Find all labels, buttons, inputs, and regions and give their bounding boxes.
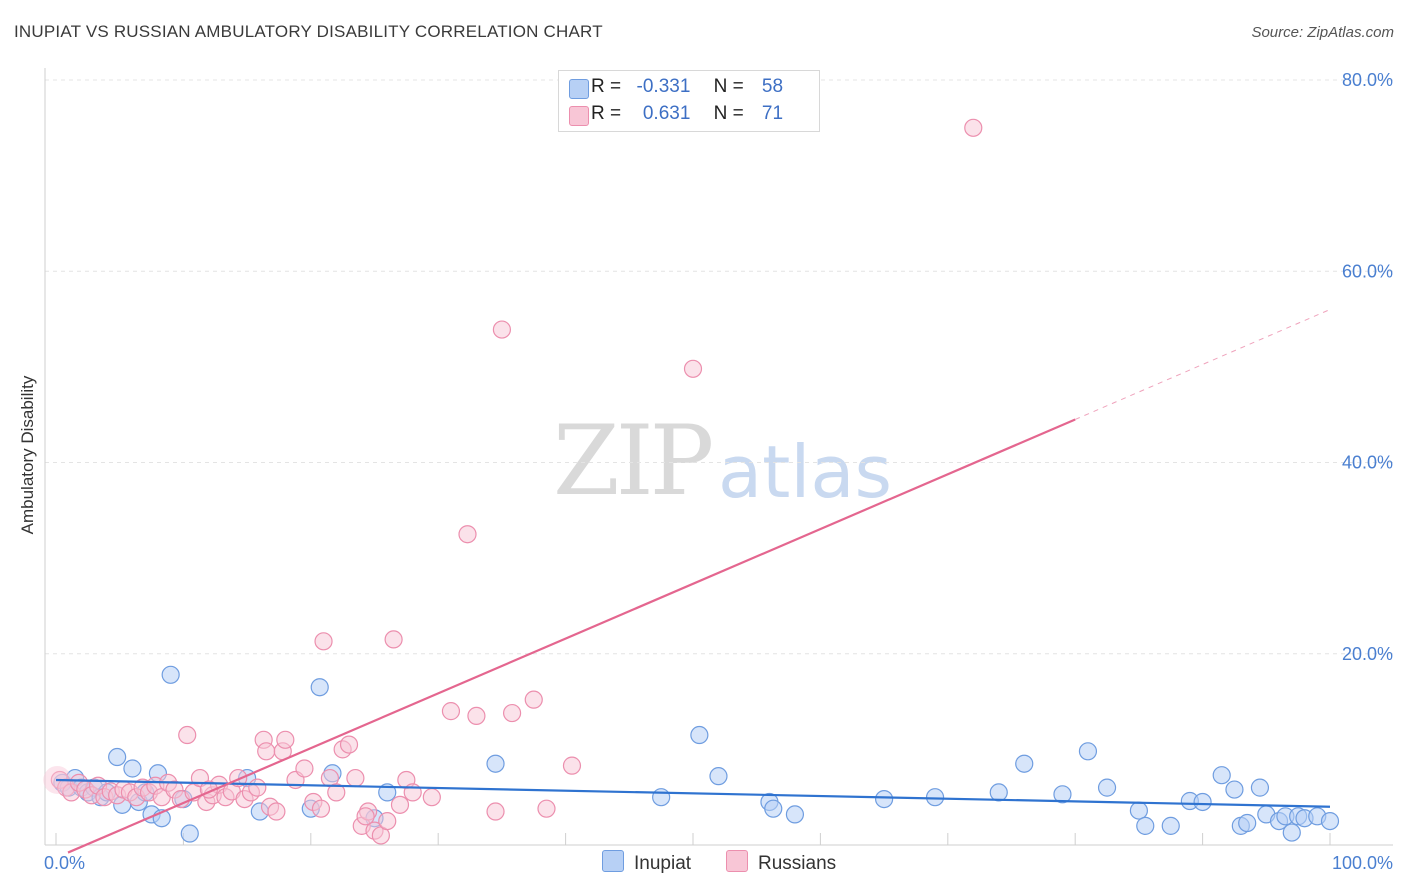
legend-row-russians: R = 0.631 N = 71 <box>569 103 784 127</box>
inupiat-r-value: -0.331 <box>636 76 691 97</box>
russians-point-69 <box>356 807 375 826</box>
inupiat-point-31 <box>764 799 783 818</box>
russians-point-39 <box>295 759 314 778</box>
inupiat-point-27 <box>652 788 671 807</box>
inupiat-point-45 <box>1212 766 1231 785</box>
russians-point-65 <box>537 799 556 818</box>
russians-point-42 <box>314 632 333 651</box>
russians-n-label: N = <box>713 103 744 124</box>
watermark-atlas: atlas <box>718 430 892 514</box>
source-label: Source: ZipAtlas.com <box>1251 24 1394 41</box>
inupiat-point-26 <box>486 754 505 773</box>
inupiat-point-18 <box>180 824 199 843</box>
russians-point-66 <box>562 756 582 775</box>
y-tick-label-2: 60.0% <box>1342 261 1393 281</box>
inupiat-point-53 <box>1282 823 1301 842</box>
russians-point-35 <box>267 802 286 821</box>
inupiat-n-value: 58 <box>761 76 784 97</box>
inupiat-point-33 <box>874 789 894 809</box>
russians-point-37 <box>276 730 295 749</box>
inupiat-point-41 <box>1136 816 1155 835</box>
inupiat-point-36 <box>1015 754 1034 773</box>
inupiat-point-34 <box>925 788 945 807</box>
russians-r-label: R = <box>591 103 622 124</box>
inupiat-point-38 <box>1078 742 1098 761</box>
inupiat-point-22 <box>310 678 329 697</box>
russians-point-47 <box>346 768 365 788</box>
inupiat-point-48 <box>1238 813 1257 833</box>
bottom-russians-swatch <box>726 850 748 872</box>
inupiat-point-46 <box>1225 780 1244 799</box>
russians-point-67 <box>683 359 703 378</box>
legend-row-inupiat: R = -0.331 N = 58 <box>569 76 784 100</box>
russians-point-63 <box>502 703 522 723</box>
bottom-legend-inupiat: Inupiat <box>602 850 691 875</box>
correlation-legend: R = -0.331 N = 58 R = 0.631 N = 71 <box>558 70 820 132</box>
russians-point-20 <box>178 725 197 745</box>
russians-point-61 <box>486 802 505 821</box>
bottom-russians-label: Russians <box>758 853 837 874</box>
series-inupiat-points <box>53 665 1340 843</box>
inupiat-point-57 <box>1320 811 1340 831</box>
inupiat-point-44 <box>1193 792 1212 812</box>
russians-point-58 <box>441 702 461 721</box>
inupiat-point-40 <box>1129 801 1149 820</box>
russians-point-57 <box>422 788 441 807</box>
russians-point-44 <box>327 783 346 802</box>
series-russians-points <box>43 118 983 845</box>
y-tick-label-1: 40.0% <box>1342 453 1393 473</box>
watermark-zip: ZIP <box>553 405 714 517</box>
x-tick-label-1: 100.0% <box>1332 853 1393 873</box>
bottom-inupiat-label: Inupiat <box>634 853 692 874</box>
grid-lines <box>45 79 1393 655</box>
russians-n-value: 71 <box>761 103 784 124</box>
russians-trend-extension <box>1075 309 1331 420</box>
russians-point-33 <box>257 742 276 761</box>
inupiat-point-29 <box>709 767 728 786</box>
bottom-legend-russians: Russians <box>726 850 836 875</box>
russians-point-62 <box>492 320 511 339</box>
inupiat-n-label: N = <box>713 76 744 97</box>
russians-point-59 <box>458 525 477 544</box>
inupiat-point-37 <box>1053 785 1072 804</box>
russians-point-68 <box>964 118 983 137</box>
inupiat-point-28 <box>690 725 709 745</box>
inupiat-trend-line <box>55 778 1331 808</box>
tick-labels: 20.0% 40.0% 60.0% 80.0% 0.0% 100.0% <box>44 70 1393 873</box>
inupiat-point-39 <box>1097 778 1117 797</box>
inupiat-point-49 <box>1250 778 1270 797</box>
inupiat-point-10 <box>123 759 142 778</box>
russians-point-31 <box>248 778 267 797</box>
russians-point-64 <box>524 690 543 709</box>
inupiat-point-35 <box>989 783 1008 802</box>
russians-swatch <box>569 106 589 126</box>
y-tick-label-0: 20.0% <box>1342 644 1393 664</box>
chart-title: INUPIAT VS RUSSIAN AMBULATORY DISABILITY… <box>14 22 603 41</box>
inupiat-point-8 <box>108 747 127 767</box>
russians-r-value: 0.631 <box>642 103 691 124</box>
inupiat-point-42 <box>1161 816 1180 835</box>
inupiat-r-label: R = <box>591 76 622 97</box>
inupiat-point-25 <box>378 783 397 802</box>
russians-point-52 <box>378 811 397 831</box>
inupiat-swatch <box>569 79 589 99</box>
russians-trend-line <box>67 418 1076 854</box>
x-tick-label-0: 0.0% <box>44 853 85 873</box>
trend-lines <box>55 309 1331 854</box>
russians-point-46 <box>339 735 359 754</box>
y-tick-label-3: 80.0% <box>1342 70 1393 90</box>
inupiat-point-16 <box>161 665 180 684</box>
inupiat-point-32 <box>785 805 805 824</box>
russians-point-53 <box>384 630 403 649</box>
russians-point-41 <box>311 799 331 818</box>
russians-point-54 <box>390 795 410 814</box>
bottom-inupiat-swatch <box>602 850 624 872</box>
axes <box>44 68 1393 846</box>
russians-point-60 <box>467 706 486 726</box>
